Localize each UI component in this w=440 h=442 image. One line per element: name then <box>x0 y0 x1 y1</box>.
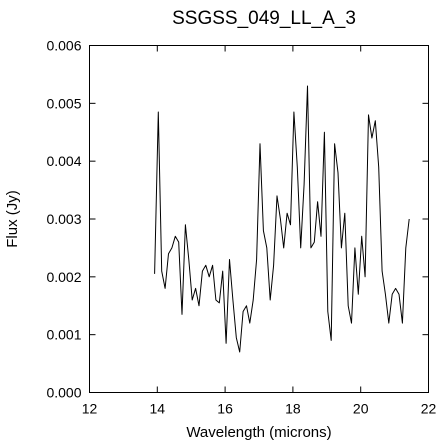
y-tick-label: 0.000 <box>46 385 81 401</box>
y-tick-label: 0.006 <box>46 38 81 54</box>
x-tick-label: 12 <box>82 401 98 417</box>
chart-title: SSGSS_049_LL_A_3 <box>172 8 356 29</box>
plot-frame <box>89 45 429 393</box>
x-axis: 12 14 16 18 20 22 <box>82 45 437 417</box>
x-tick-label: 20 <box>353 401 369 417</box>
y-tick-label: 0.005 <box>46 95 81 111</box>
y-axis: 0.000 0.001 0.002 0.003 0.004 0.005 0.006 <box>46 38 429 401</box>
y-tick-label: 0.001 <box>46 327 81 343</box>
y-tick-label: 0.002 <box>46 269 81 285</box>
x-tick-label: 16 <box>217 401 233 417</box>
x-tick-label: 22 <box>421 401 437 417</box>
x-axis-label: Wavelength (microns) <box>186 424 331 441</box>
y-axis-label: Flux (Jy) <box>4 190 21 248</box>
x-tick-label: 14 <box>150 401 166 417</box>
flux-series-line <box>154 85 410 353</box>
x-tick-label: 18 <box>285 401 301 417</box>
y-tick-label: 0.004 <box>46 153 81 169</box>
y-tick-label: 0.003 <box>46 211 81 227</box>
